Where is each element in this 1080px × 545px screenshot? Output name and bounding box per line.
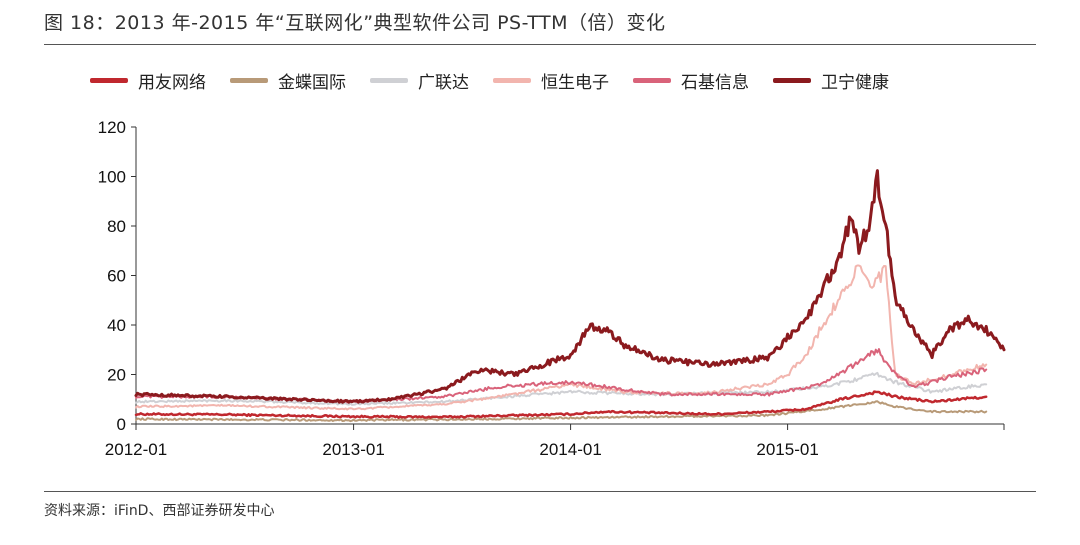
legend-swatch — [230, 77, 268, 83]
legend-label: 金蝶国际 — [278, 72, 346, 93]
legend-item: 恒生电子 — [493, 68, 609, 93]
legend-label: 卫宁健康 — [821, 72, 889, 93]
legend-swatch — [90, 77, 128, 83]
legend-swatch — [370, 77, 408, 83]
legend-swatch — [773, 77, 811, 83]
y-tick-label: 120 — [98, 118, 126, 137]
series-line-4 — [135, 264, 988, 411]
legend-swatch — [493, 77, 531, 83]
legend-item: 石基信息 — [633, 68, 749, 93]
legend-label: 广联达 — [418, 72, 469, 93]
legend-item: 金蝶国际 — [230, 68, 346, 93]
page-title: 图 18：2013 年-2015 年“互联网化”典型软件公司 PS-TTM（倍）… — [44, 12, 666, 34]
series-line-6 — [134, 169, 1006, 404]
y-tick-label: 0 — [117, 415, 126, 434]
legend-label: 恒生电子 — [541, 72, 609, 93]
y-tick-label: 60 — [107, 267, 126, 286]
x-tick-label: 2013-01 — [322, 440, 384, 459]
title-divider — [44, 44, 1036, 45]
legend-item: 卫宁健康 — [773, 68, 889, 93]
x-tick-label: 2015-01 — [756, 440, 818, 459]
series-line-3 — [135, 371, 988, 406]
series-line-1 — [134, 390, 988, 419]
y-tick-label: 80 — [107, 217, 126, 236]
y-tick-label: 40 — [107, 316, 126, 335]
series-line-2 — [135, 400, 988, 423]
legend-label: 石基信息 — [681, 72, 749, 93]
chart-legend: 用友网络 金蝶国际 广联达 恒生电子 石基信息 卫宁健康 — [90, 66, 913, 94]
source-note: 资料来源：iFinD、西部证券研发中心 — [44, 503, 275, 519]
x-tick-label: 2012-01 — [105, 440, 167, 459]
legend-item: 用友网络 — [90, 68, 206, 93]
legend-swatch — [633, 77, 671, 83]
source-divider — [44, 491, 1036, 492]
x-tick-label: 2014-01 — [539, 440, 601, 459]
legend-label: 用友网络 — [138, 72, 206, 93]
y-tick-label: 100 — [98, 168, 126, 187]
y-tick-label: 20 — [107, 366, 126, 385]
legend-item: 广联达 — [370, 68, 469, 93]
